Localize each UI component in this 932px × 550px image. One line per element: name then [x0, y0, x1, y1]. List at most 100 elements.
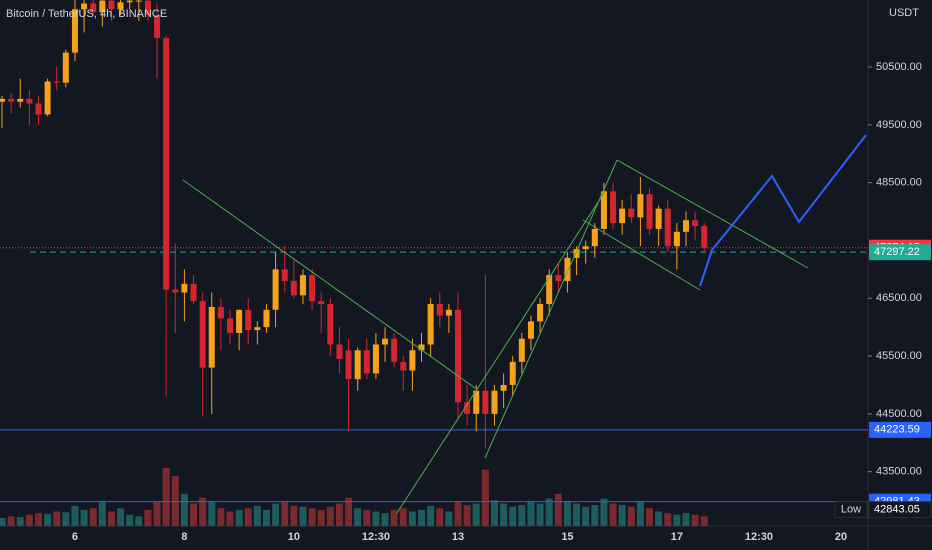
candle-body [81, 3, 88, 10]
candle-body [582, 246, 589, 250]
x-tick-label: 15 [561, 531, 573, 543]
candle-body [8, 98, 15, 102]
volume-bar [98, 501, 106, 526]
volume-bar [199, 497, 207, 526]
volume-bar [563, 501, 571, 526]
volume-bar [472, 503, 480, 526]
candle-body [509, 361, 516, 385]
volume-bar [500, 503, 508, 526]
unit-label: USDT [889, 7, 919, 19]
volume-bar [326, 506, 334, 526]
candle-body [327, 304, 334, 345]
x-tick-label: 12:30 [745, 531, 773, 543]
candle-body [108, 0, 115, 10]
candle-body [345, 350, 352, 380]
candle-body [26, 98, 33, 104]
volume-bar [427, 505, 435, 526]
volume-bar [390, 509, 398, 526]
volume-bar [262, 509, 270, 526]
x-tick-label: 20 [835, 531, 847, 543]
volume-bar [372, 511, 380, 526]
volume-bar [518, 505, 526, 526]
candle-body [227, 318, 233, 333]
volume-bar [335, 503, 343, 526]
volume-bar [235, 509, 243, 526]
candle-body [418, 344, 425, 351]
chart-title: Bitcoin / TetherUS, 4h, BINANCE [6, 8, 167, 20]
volume-bar [481, 469, 489, 526]
volume-bar [554, 493, 562, 526]
candle-body [619, 208, 626, 224]
candle-body [500, 384, 507, 391]
candle-body [482, 390, 489, 414]
candle-body [172, 289, 179, 293]
candle-body [0, 98, 5, 102]
volume-bar [190, 503, 198, 526]
volume-bar [591, 505, 599, 526]
volume-bar [618, 505, 626, 526]
trend-line [582, 219, 701, 291]
candle-body [573, 249, 580, 258]
volume-bar [7, 516, 15, 526]
candle-body [190, 283, 197, 302]
volume-bar [44, 513, 52, 526]
price-tag [868, 501, 932, 519]
candle-body [354, 350, 361, 380]
candle-body [445, 309, 452, 316]
candle-body [245, 309, 252, 331]
volume-bar [162, 468, 170, 526]
trend-line [182, 179, 476, 389]
candle-body [464, 402, 471, 414]
volume-bar [345, 497, 353, 526]
y-tick-label: 46500.00 [876, 292, 922, 304]
volume-bar [573, 503, 581, 526]
volume-bar [354, 508, 362, 526]
volume-bar [408, 511, 416, 526]
candle-body [546, 275, 553, 305]
candle-body [336, 344, 343, 359]
candle-body [527, 321, 534, 339]
candle-body [363, 350, 370, 374]
volume-bar [25, 514, 33, 526]
volume-bar [363, 509, 371, 526]
volume-bar [62, 512, 70, 526]
volume-bar [89, 508, 97, 526]
volume-bar [418, 509, 426, 526]
y-tick-label: 43500.00 [876, 466, 922, 478]
candle-body [436, 304, 443, 316]
candle-body [126, 0, 133, 3]
volume-bar [490, 500, 498, 526]
candle-body [208, 306, 215, 368]
volume-bar [208, 501, 216, 526]
volume-bar [308, 508, 316, 526]
volume-bar [290, 505, 298, 526]
axis-layer: 43500.00 44500.00 45500.00 46500.00 48500.00… [72, 61, 932, 543]
volume-bar [126, 514, 134, 526]
candle-body [382, 338, 389, 345]
candle-body [701, 226, 708, 248]
volume-bar [609, 503, 617, 526]
candle-layer [0, 0, 708, 449]
candle-body [518, 338, 525, 362]
candle-body [254, 327, 261, 331]
y-tick-label: 45500.00 [876, 350, 922, 362]
candle-body [71, 9, 78, 53]
volume-bar [691, 514, 699, 526]
trend-line [396, 192, 605, 514]
volume-bar [664, 513, 672, 526]
candle-body [309, 275, 316, 302]
volume-bar [700, 516, 708, 526]
volume-bar [80, 509, 88, 526]
candle-body [163, 38, 170, 290]
projection-path [699, 134, 867, 287]
volume-bar [509, 506, 517, 526]
volume-bar [135, 516, 143, 526]
y-tick-label: 44500.00 [876, 408, 922, 420]
candle-body [473, 390, 480, 414]
volume-bar [226, 511, 234, 526]
volume-layer [0, 468, 708, 526]
volume-bar [381, 513, 389, 526]
volume-bar [299, 506, 307, 526]
